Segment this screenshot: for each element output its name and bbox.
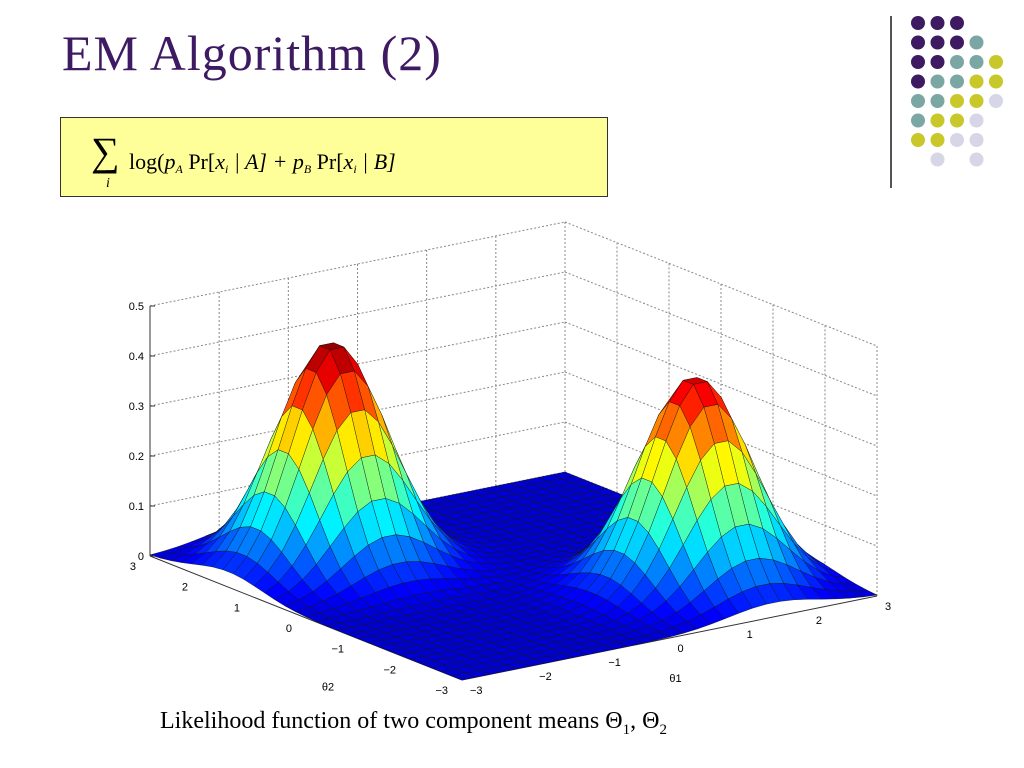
theta2-axis-label: θ2 xyxy=(322,681,334,693)
decorative-dot xyxy=(930,94,945,108)
likelihood-surface-plot: 0 0.1 0.2 0.3 0.4 0.5 3 2 1 0 −1 −2 −3 −3 −2 −1 0 1 2 3 θ2 θ1 xyxy=(129,221,891,697)
theta1-tick-label: −3 xyxy=(470,685,483,697)
decorative-dot xyxy=(989,55,1003,69)
decorative-dot xyxy=(911,55,925,69)
caption-theta1: Θ xyxy=(605,708,623,734)
formula-x: x xyxy=(215,149,225,174)
formula-sub-a: A xyxy=(175,162,183,176)
slide-title: EM Algorithm (2) xyxy=(62,25,442,81)
formula-sub-b: B xyxy=(303,162,312,176)
caption-theta2: Θ xyxy=(642,708,660,734)
formula-sub-i: i xyxy=(224,162,229,176)
decorative-dot xyxy=(911,74,925,89)
decorative-dot xyxy=(911,35,925,50)
caption-sep: , xyxy=(630,708,643,734)
decorative-dot xyxy=(930,113,945,128)
decorative-dot-grid xyxy=(911,16,1003,167)
formula-sub-i-b: i xyxy=(353,162,357,176)
theta1-tick-label: −2 xyxy=(539,671,552,683)
formula-box: ∑ i log(pA Pr[xi | A] + pB Pr[xi | B] xyxy=(60,117,608,197)
decorative-dot xyxy=(930,55,945,69)
z-tick-label: 0.4 xyxy=(129,351,144,363)
decorative-dot xyxy=(911,16,925,30)
surface-patch xyxy=(450,672,477,681)
decorative-dot xyxy=(989,94,1003,108)
formula-x-b: x xyxy=(343,149,354,174)
decorative-dot xyxy=(930,133,945,147)
decorative-dot xyxy=(969,94,984,108)
theta2-tick-label: 2 xyxy=(182,582,188,594)
decorative-dot xyxy=(911,113,925,128)
decorative-dot xyxy=(969,152,984,167)
decorative-dot xyxy=(911,133,925,147)
decorative-dot xyxy=(911,94,925,108)
z-tick-label: 0.2 xyxy=(129,451,144,463)
decorative-dot xyxy=(950,94,964,108)
decorative-dot xyxy=(930,35,945,50)
formula-p-b: p xyxy=(292,149,304,174)
decorative-dot xyxy=(969,113,984,128)
formula-given-a: | A] + xyxy=(228,149,293,174)
theta2-tick-label: −2 xyxy=(383,664,396,676)
decorative-dot xyxy=(969,74,984,89)
decorative-dot xyxy=(930,152,945,167)
theta2-tick-label: −3 xyxy=(435,685,448,697)
caption-text: Likelihood function of two component mea… xyxy=(160,708,606,734)
z-tick-label: 0.3 xyxy=(129,401,144,413)
theta1-tick-label: 1 xyxy=(747,629,753,641)
z-tick-label: 0 xyxy=(138,551,144,563)
caption-sub-2: 2 xyxy=(659,721,667,738)
theta2-tick-label: 0 xyxy=(286,623,292,635)
theta1-tick-label: 0 xyxy=(678,643,684,655)
decorative-dot xyxy=(950,113,964,128)
decorative-dot xyxy=(950,35,964,50)
theta1-axis-label: θ1 xyxy=(669,673,681,685)
likelihood-formula: ∑ i log(pA Pr[xi | A] + pB Pr[xi | B] xyxy=(91,129,396,191)
theta2-tick-label: 3 xyxy=(130,561,136,573)
decorative-dot xyxy=(950,74,964,89)
caption-sub-1: 1 xyxy=(622,721,631,738)
theta1-tick-label: 2 xyxy=(816,615,822,627)
decorative-dot xyxy=(950,16,964,30)
divider-line xyxy=(890,16,892,188)
decorative-dot xyxy=(930,16,945,30)
decorative-dot xyxy=(989,74,1003,89)
sum-symbol: ∑ xyxy=(91,129,120,174)
z-tick-label: 0.5 xyxy=(129,301,144,313)
formula-pr: Pr[ xyxy=(182,149,216,174)
decorative-dot xyxy=(969,35,984,50)
formula-given-b: | B] xyxy=(356,149,396,174)
theta1-tick-label: −1 xyxy=(608,657,621,669)
decorative-dot xyxy=(950,133,964,147)
formula-p: p xyxy=(164,149,176,174)
formula-log: log( xyxy=(129,149,165,174)
decorative-dot xyxy=(930,74,945,89)
z-tick-label: 0.1 xyxy=(129,501,144,513)
theta2-tick-label: 1 xyxy=(234,602,240,614)
figure-caption: Likelihood function of two component mea… xyxy=(160,708,667,739)
sum-index: i xyxy=(106,176,110,191)
formula-pr-b: Pr[ xyxy=(311,149,344,174)
decorative-dot xyxy=(969,55,984,69)
theta1-tick-label: 3 xyxy=(885,601,891,613)
theta2-tick-label: −1 xyxy=(331,644,344,656)
decorative-dot xyxy=(950,55,964,69)
decorative-dot xyxy=(969,133,984,147)
